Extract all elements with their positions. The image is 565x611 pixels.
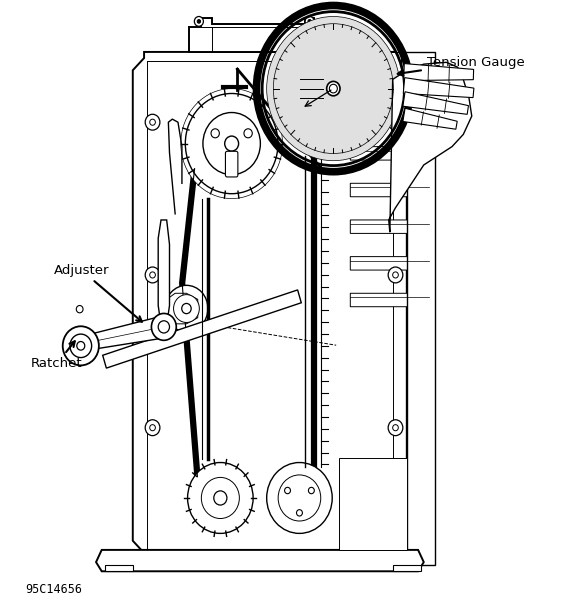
Circle shape [225, 136, 238, 151]
Circle shape [278, 475, 321, 521]
Polygon shape [350, 183, 435, 197]
Circle shape [145, 114, 160, 130]
Circle shape [214, 491, 227, 505]
Circle shape [181, 89, 282, 199]
Circle shape [194, 16, 203, 26]
Circle shape [77, 342, 85, 350]
Polygon shape [339, 458, 407, 550]
Polygon shape [403, 78, 474, 98]
Polygon shape [403, 108, 457, 129]
Circle shape [308, 488, 314, 494]
Circle shape [145, 267, 160, 283]
Polygon shape [167, 293, 198, 330]
FancyBboxPatch shape [225, 152, 238, 177]
Circle shape [203, 112, 260, 175]
Circle shape [305, 16, 314, 26]
Polygon shape [96, 550, 424, 571]
Polygon shape [130, 55, 429, 568]
Polygon shape [103, 290, 301, 368]
Circle shape [393, 272, 398, 278]
Circle shape [173, 295, 199, 323]
Circle shape [63, 326, 99, 365]
Polygon shape [350, 147, 435, 160]
Circle shape [201, 477, 240, 519]
Circle shape [244, 129, 252, 138]
Circle shape [327, 81, 340, 96]
Circle shape [393, 425, 398, 431]
Circle shape [388, 420, 403, 436]
Text: Ratchet: Ratchet [31, 342, 82, 370]
Circle shape [197, 20, 201, 23]
Text: 95C14656: 95C14656 [25, 583, 82, 596]
Circle shape [76, 306, 83, 313]
Circle shape [393, 119, 398, 125]
Circle shape [285, 488, 290, 494]
Circle shape [185, 93, 278, 194]
Polygon shape [393, 565, 421, 571]
Polygon shape [350, 110, 435, 123]
Circle shape [150, 119, 155, 125]
Circle shape [267, 16, 400, 161]
Polygon shape [189, 18, 314, 52]
Circle shape [297, 510, 302, 516]
Circle shape [267, 463, 332, 533]
Polygon shape [350, 293, 435, 307]
Text: Tension Gauge: Tension Gauge [398, 56, 524, 76]
Polygon shape [404, 64, 473, 81]
Circle shape [165, 285, 208, 332]
Polygon shape [389, 62, 472, 232]
Circle shape [150, 425, 155, 431]
Text: Adjuster: Adjuster [54, 263, 142, 322]
Polygon shape [350, 220, 435, 233]
Circle shape [70, 334, 92, 357]
Polygon shape [82, 316, 166, 351]
Circle shape [388, 114, 403, 130]
Circle shape [182, 304, 191, 313]
Polygon shape [158, 220, 170, 325]
Circle shape [151, 313, 176, 340]
Circle shape [211, 129, 219, 138]
Circle shape [150, 272, 155, 278]
Polygon shape [401, 52, 435, 565]
Polygon shape [105, 565, 133, 571]
Polygon shape [305, 52, 401, 79]
Circle shape [388, 267, 403, 283]
Circle shape [228, 159, 236, 169]
Circle shape [329, 84, 337, 93]
Circle shape [145, 420, 160, 436]
Polygon shape [403, 92, 468, 114]
Circle shape [308, 20, 311, 23]
Polygon shape [133, 52, 407, 565]
Polygon shape [350, 257, 435, 270]
Circle shape [188, 463, 253, 533]
Circle shape [158, 321, 170, 333]
